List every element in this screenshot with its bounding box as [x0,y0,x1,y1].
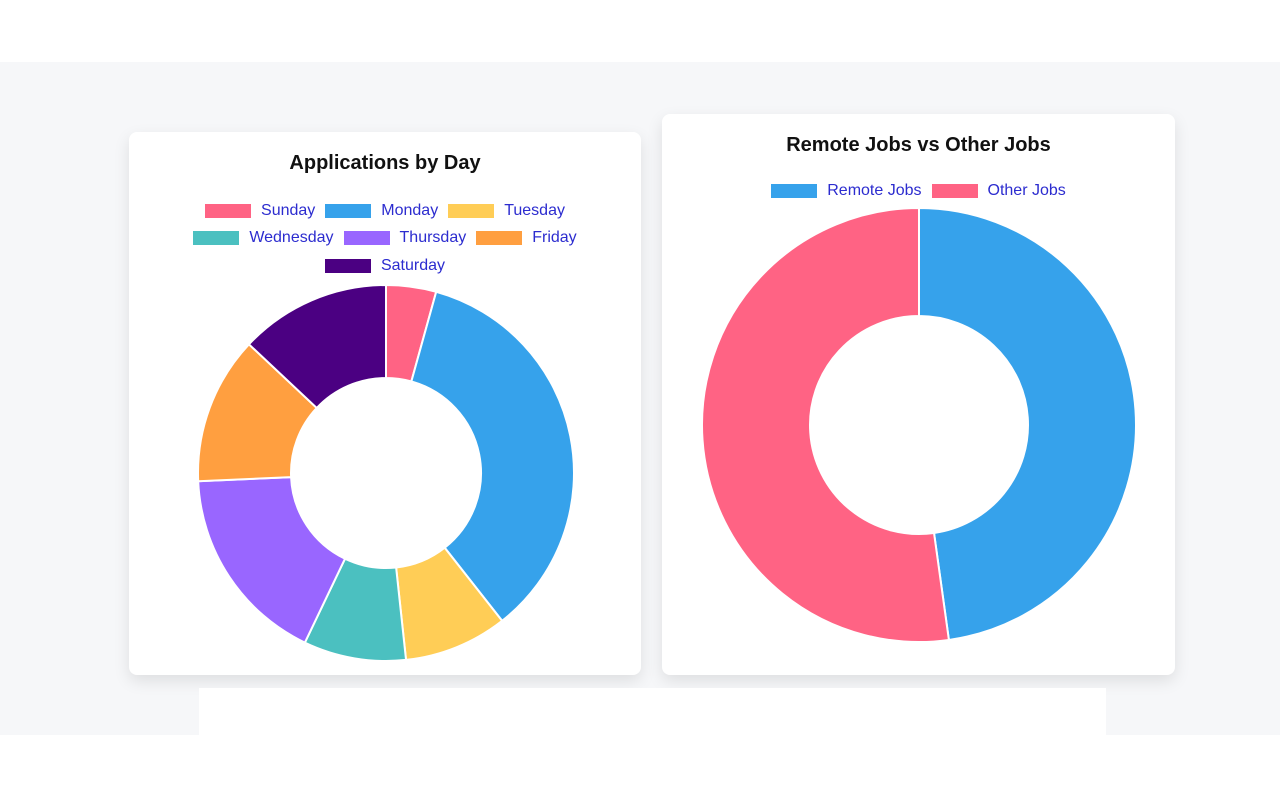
legend-label: Monday [381,202,439,219]
next-card-edge [199,688,1106,735]
applications-by-day-card: Applications by Day Sunday Monday Tuesda… [129,132,641,675]
legend-item-friday[interactable]: Friday [476,229,577,247]
legend-swatch [448,204,495,218]
slice-remote-jobs[interactable] [918,206,1137,642]
legend-item-sunday[interactable]: Sunday [205,202,315,220]
legend-item-monday[interactable]: Monday [325,202,438,220]
legend-label: Tuesday [504,202,565,219]
legend-swatch [325,204,372,218]
applications-donut-chart [197,283,575,662]
legend-swatch [931,184,978,198]
legend-swatch [771,184,818,198]
slice-monday[interactable] [410,290,575,623]
legend-label: Wednesday [249,229,334,246]
slice-saturday[interactable] [247,283,387,410]
legend-label: Sunday [261,202,316,219]
remote-jobs-donut-chart [701,206,1137,643]
legend-label: Thursday [399,229,467,246]
legend-item-saturday[interactable]: Saturday [324,257,446,275]
legend-label: Remote Jobs [827,182,922,199]
slice-thursday[interactable] [197,476,347,644]
legend-item-other-jobs[interactable]: Other Jobs [931,182,1066,200]
slice-other-jobs[interactable] [701,206,951,643]
legend-item-remote-jobs[interactable]: Remote Jobs [771,182,922,200]
legend-swatch [324,259,371,273]
legend-swatch [205,204,252,218]
legend-label: Friday [532,229,577,246]
chart-title: Remote Jobs vs Other Jobs [786,134,1051,156]
remote-vs-other-card: Remote Jobs vs Other Jobs Remote Jobs Ot… [662,114,1175,675]
legend-swatch [193,231,240,245]
legend-item-wednesday[interactable]: Wednesday [193,229,334,247]
legend-label: Other Jobs [987,182,1066,199]
legend-item-tuesday[interactable]: Tuesday [448,202,565,220]
legend-swatch [476,231,523,245]
legend-row-1: Sunday Monday Tuesday [129,202,641,220]
legend-row-3: Saturday [129,257,641,275]
legend-row-2: Wednesday Thursday Friday [129,229,641,247]
legend-label: Saturday [380,257,446,274]
legend-row-1: Remote Jobs Other Jobs [662,182,1175,200]
legend-swatch [343,231,390,245]
chart-title: Applications by Day [289,152,481,174]
legend-item-thursday[interactable]: Thursday [343,229,467,247]
